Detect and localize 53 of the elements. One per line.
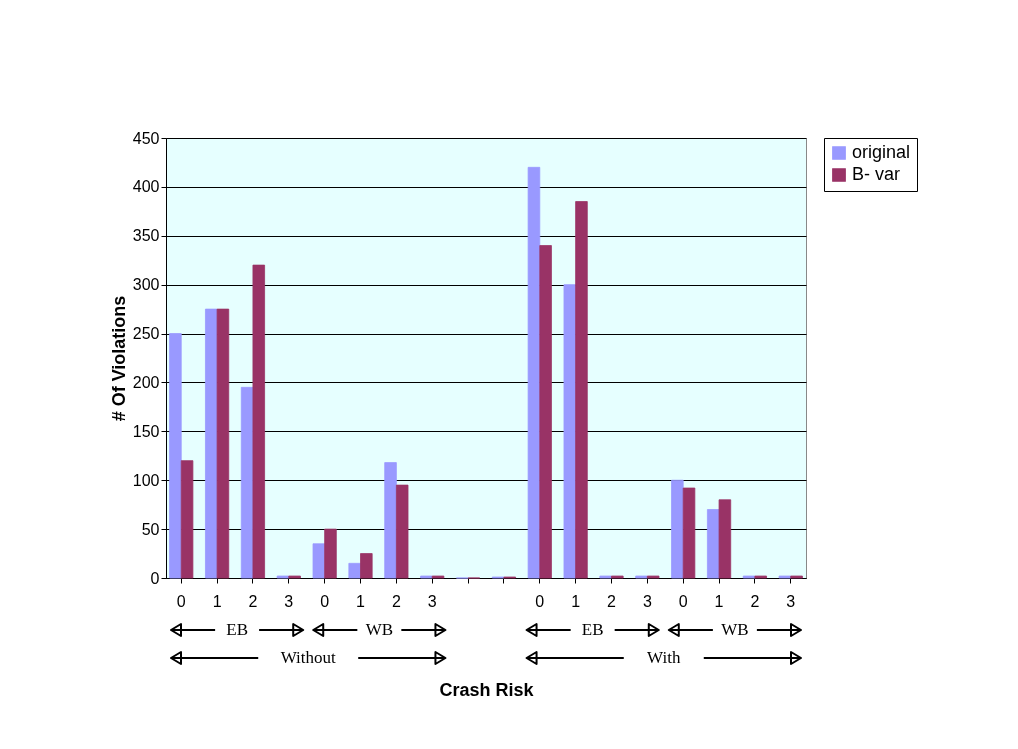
x-tick-label: 0: [535, 592, 545, 610]
bar: [718, 499, 732, 579]
bar: [324, 528, 337, 579]
legend-label: B- var: [852, 164, 901, 184]
bar: [348, 562, 361, 579]
text: Without: [280, 648, 337, 667]
x-tick-label: 3: [427, 592, 437, 610]
bar: [312, 543, 326, 579]
x-tick-label: 2: [750, 592, 760, 610]
bar: [180, 460, 194, 579]
bar: [360, 553, 373, 579]
y-tick-label: 0: [150, 569, 160, 587]
legend-label: original: [852, 142, 911, 162]
x-tick-label: 1: [356, 592, 366, 610]
y-tick-label: 450: [132, 129, 160, 147]
bar: [216, 308, 230, 579]
x-tick-label: 3: [642, 592, 652, 610]
x-tick-label: 0: [176, 592, 186, 610]
x-tick-label: 1: [571, 592, 581, 610]
text: WB: [721, 620, 749, 639]
y-tick-label: 300: [132, 276, 160, 294]
text: With: [647, 648, 681, 667]
x-tick-label: 1: [212, 592, 222, 610]
text: EB: [581, 620, 604, 639]
bar: [539, 245, 552, 579]
bar: [682, 487, 696, 579]
y-axis-title: # Of Violations: [108, 295, 129, 422]
y-tick-label: 200: [132, 373, 160, 391]
y-tick-label: 400: [132, 178, 160, 196]
y-tick-label: 150: [132, 422, 160, 440]
x-axis-title: Crash Risk: [439, 679, 535, 700]
y-tick-label: 50: [141, 520, 160, 538]
bar: [671, 479, 684, 579]
text: WB: [365, 620, 394, 639]
x-tick-label: 3: [284, 592, 294, 610]
bar: [169, 333, 182, 579]
bar: [252, 264, 265, 579]
x-tick-label: 2: [391, 592, 401, 610]
x-tick-label: 2: [607, 592, 617, 610]
x-tick-label: 0: [320, 592, 330, 610]
bar: [563, 284, 577, 579]
bar: [527, 166, 541, 579]
bar: [395, 484, 409, 579]
x-tick-label: 1: [714, 592, 724, 610]
x-tick-label: 3: [786, 592, 796, 610]
bar: [384, 462, 397, 579]
bar: [575, 201, 588, 579]
y-tick-label: 350: [132, 227, 160, 245]
text: EB: [226, 620, 248, 639]
x-tick-label: 0: [678, 592, 688, 610]
y-tick-label: 100: [132, 471, 160, 489]
y-tick-label: 250: [132, 325, 160, 343]
x-tick-label: 2: [248, 592, 258, 610]
